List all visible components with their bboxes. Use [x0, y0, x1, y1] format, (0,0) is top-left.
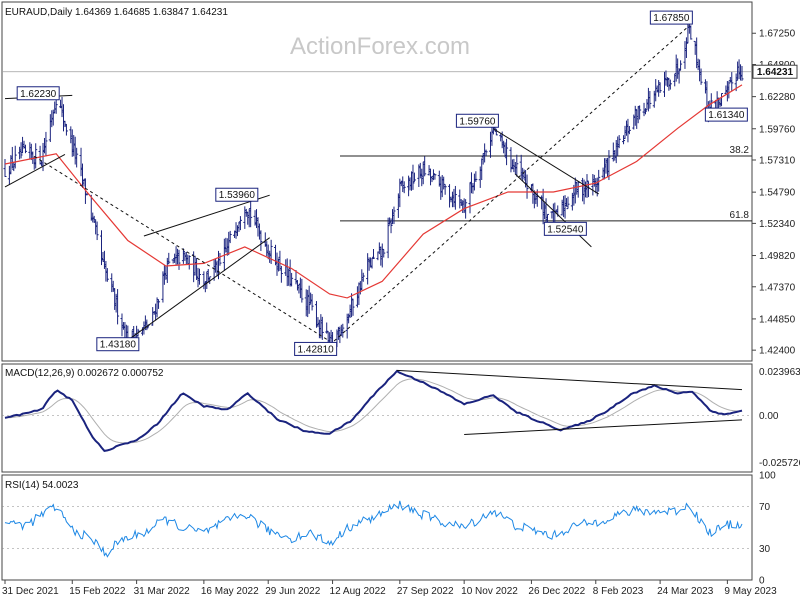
- x-tick-label: 16 May 2022: [201, 586, 259, 597]
- rsi-line: [4, 500, 743, 558]
- x-tick-label: 31 Mar 2022: [134, 586, 191, 597]
- price-y-tick-label: 1.57310: [759, 156, 796, 167]
- price-level-annotation: 1.43180: [96, 337, 140, 352]
- rsi-y-tick-label: 100: [759, 471, 776, 482]
- trendline: [4, 153, 66, 188]
- price-header: EURAUD,Daily 1.64369 1.64685 1.63847 1.6…: [5, 7, 228, 18]
- annotation-label: 1.52540: [547, 224, 584, 235]
- annotation-label: 1.62230: [20, 89, 57, 100]
- current-price-box: [752, 64, 798, 79]
- price-frame: [1, 1, 753, 362]
- trendline: [127, 237, 270, 341]
- annotation-box: [455, 113, 499, 128]
- price-y-tick-label: 1.49820: [759, 251, 796, 262]
- price-y-tick-label: 1.59760: [759, 124, 796, 135]
- fib-level-label: 38.2: [730, 145, 750, 156]
- x-tick-label: 24 Mar 2023: [657, 586, 714, 597]
- trendline: [493, 128, 599, 195]
- macd-y-tick-label: -0.025726: [759, 458, 800, 469]
- trendline: [143, 194, 270, 237]
- price-y-tick-label: 1.52340: [759, 219, 796, 230]
- price-y-tick-label: 1.54790: [759, 188, 796, 199]
- x-tick-label: 10 Nov 2022: [461, 586, 518, 597]
- rsi-y-tick-label: 70: [759, 502, 771, 513]
- watermark: ActionForex.com: [290, 33, 470, 60]
- fib-level-label: 61.8: [730, 210, 750, 221]
- rsi-y-tick-label: 0: [759, 576, 765, 587]
- x-tick-label: 27 Sep 2022: [397, 586, 454, 597]
- annotation-box: [543, 221, 587, 236]
- price-level-annotation: 1.59760: [455, 113, 499, 128]
- macd-trendline: [464, 419, 743, 435]
- x-tick-label: 31 Dec 2021: [2, 586, 59, 597]
- macd-y-tick-label: 0.00: [759, 411, 779, 422]
- price-level-annotation: 1.53960: [215, 187, 259, 202]
- rsi-frame: [1, 474, 753, 581]
- x-tick-label: 26 Dec 2022: [528, 586, 585, 597]
- price-level-annotation: 1.67850: [649, 10, 693, 25]
- price-y-tick-label: 1.42400: [759, 346, 796, 357]
- rsi-panel: 100 70 30 0: [1, 471, 776, 587]
- annotation-box: [215, 187, 259, 202]
- x-tick-label: 8 Feb 2023: [593, 586, 644, 597]
- price-level-annotation: 1.52540: [543, 221, 587, 236]
- price-panel: 1.672501.648001.622801.597601.573101.547…: [1, 1, 798, 362]
- x-tick-label: 12 Aug 2022: [330, 586, 387, 597]
- price-level-annotation: 1.61340: [704, 107, 748, 122]
- price-y-tick-label: 1.62280: [759, 92, 796, 103]
- annotation-label: 1.61340: [708, 110, 745, 121]
- dashed-trendline: [329, 25, 690, 346]
- annotation-box: [294, 341, 338, 356]
- time-axis: 31 Dec 2021 15 Feb 2022 31 Mar 2022 16 May …: [2, 580, 777, 597]
- macd-y-tick-label: 0.023963: [759, 367, 800, 378]
- x-tick-label: 15 Feb 2022: [69, 586, 126, 597]
- annotation-label: 1.67850: [653, 13, 690, 24]
- rsi-y-tick-label: 30: [759, 544, 771, 555]
- rsi-header: RSI(14) 54.0023: [5, 480, 79, 491]
- macd-trendline: [396, 369, 743, 391]
- annotation-label: 1.53960: [219, 190, 256, 201]
- price-y-tick-label: 1.67250: [759, 29, 796, 40]
- price-y-tick-label: 1.47370: [759, 282, 796, 293]
- current-price-tag: 1.64231: [752, 64, 798, 79]
- macd-panel: 0.023963 0.00 -0.025726: [1, 363, 800, 473]
- macd-header: MACD(12,26,9) 0.002672 0.000752: [5, 368, 164, 379]
- annotation-box: [96, 337, 140, 352]
- annotation-box: [16, 86, 60, 101]
- annotation-label: 1.43180: [100, 340, 137, 351]
- annotation-box: [649, 10, 693, 25]
- x-tick-label: 9 May 2023: [724, 586, 777, 597]
- current-price-label: 1.64231: [757, 67, 794, 78]
- annotation-box: [704, 107, 748, 122]
- macd-line: [4, 369, 743, 452]
- macd-frame: [1, 363, 753, 473]
- annotation-label: 1.42810: [298, 344, 335, 355]
- annotation-label: 1.59760: [459, 116, 496, 127]
- price-level-annotation: 1.42810: [294, 341, 338, 356]
- price-y-tick-label: 1.44850: [759, 314, 796, 325]
- moving-average-line: [4, 84, 743, 299]
- price-level-annotation: 1.62230: [16, 86, 60, 101]
- x-tick-label: 29 Jun 2022: [265, 586, 320, 597]
